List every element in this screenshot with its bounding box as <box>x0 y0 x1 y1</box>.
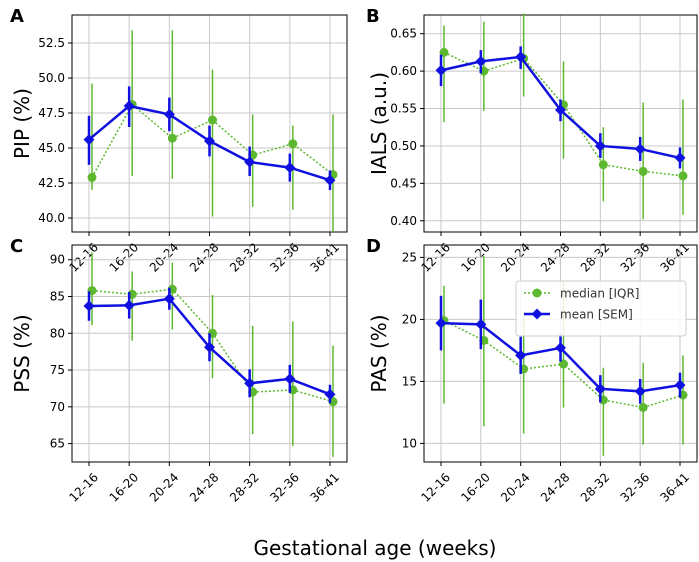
legend: median [IQR] mean [SEM] <box>515 280 687 337</box>
mean-point <box>284 373 296 385</box>
mean-point <box>324 388 336 400</box>
mean-point <box>435 317 447 329</box>
y-tick-label: 47.5 <box>38 106 65 120</box>
y-axis-title: PSS (%) <box>10 314 34 392</box>
mean-point <box>204 341 215 353</box>
median-point <box>288 139 298 149</box>
x-tick-label: 20-24 <box>147 470 182 505</box>
median-point <box>167 133 177 143</box>
x-tick-label: 24-28 <box>538 470 573 505</box>
y-tick-label: 65 <box>50 437 65 451</box>
mean-point <box>163 293 175 305</box>
y-tick-label: 52.5 <box>38 36 65 50</box>
y-tick-label: 85 <box>50 289 65 303</box>
median-point <box>598 160 608 170</box>
mean-point <box>674 152 686 164</box>
median-point <box>208 115 217 125</box>
mean-point <box>284 162 296 174</box>
mean-point <box>163 108 175 120</box>
y-tick-label: 0.40 <box>390 214 417 228</box>
mean-point <box>594 140 606 152</box>
y-tick-label: 70 <box>50 400 65 414</box>
panel-letter: D <box>366 236 381 257</box>
x-tick-label: 32-36 <box>618 470 653 505</box>
panel-d: 10 15 20 25 12-16 16-20 20-24 24-28 28-32 32-36 36… <box>366 236 698 505</box>
panel-a: 40.042.545.047.550.052.512-16 16-20 20-24 2… <box>10 6 348 275</box>
median-point <box>638 402 648 412</box>
x-tick-label: 28-32 <box>578 470 613 505</box>
y-tick-label: 0.45 <box>390 176 417 190</box>
y-tick-label: 0.65 <box>390 27 417 41</box>
x-tick-label: 20-24 <box>498 470 533 505</box>
y-tick-label: 80 <box>50 326 65 340</box>
y-tick-label: 75 <box>50 363 65 377</box>
mean-point <box>83 300 95 312</box>
y-tick-label: 25 <box>402 250 417 264</box>
mean-point <box>83 134 95 146</box>
y-axis-title: PIP (%) <box>10 88 34 159</box>
mean-point <box>435 64 447 76</box>
y-tick-label: 15 <box>402 374 417 388</box>
x-tick-label: 16-20 <box>458 470 493 505</box>
y-tick-label: 0.55 <box>390 102 417 116</box>
x-tick-label: 36-41 <box>308 470 343 505</box>
panel-letter: A <box>10 6 24 27</box>
mean-point <box>204 135 215 147</box>
mean-point <box>674 379 686 391</box>
mean-point <box>123 100 135 112</box>
mean-point <box>515 51 527 63</box>
legend-median-label: median [IQR] <box>560 287 639 301</box>
median-point <box>87 172 97 182</box>
y-tick-label: 45.0 <box>38 141 65 155</box>
mean-point <box>515 349 527 361</box>
mean-point <box>594 383 606 395</box>
mean-point <box>555 342 566 354</box>
x-tick-label: 28-32 <box>227 470 262 505</box>
mean-point <box>475 318 487 330</box>
mean-point <box>634 143 646 155</box>
x-tick-label: 16-20 <box>107 470 142 505</box>
legend-median-marker <box>532 288 542 298</box>
mean-point <box>123 299 135 311</box>
mean-point <box>475 55 487 67</box>
y-tick-label: 42.5 <box>38 176 65 190</box>
median-point <box>678 171 688 181</box>
x-tick-label: 12-16 <box>419 470 454 505</box>
y-axis-title: PAS (%) <box>367 314 391 392</box>
y-tick-label: 0.60 <box>390 64 417 78</box>
legend-mean-marker <box>531 308 543 320</box>
legend-frame <box>515 280 687 337</box>
y-tick-label: 20 <box>402 312 417 326</box>
mean-point <box>634 385 646 397</box>
median-point <box>559 359 568 369</box>
panel-c: 65 70 75 80 85 90 12-16 16-20 20-24 24-28 28-32 32-… <box>10 236 348 505</box>
y-axis-title: IALS (a.u.) <box>367 72 391 175</box>
y-tick-label: 40.0 <box>38 211 65 225</box>
x-tick-label: 24-28 <box>187 470 222 505</box>
legend-mean-label: mean [SEM] <box>560 308 633 322</box>
mean-point <box>324 174 336 186</box>
y-tick-label: 50.0 <box>38 71 65 85</box>
mean-point <box>244 156 256 168</box>
median-point <box>638 166 648 176</box>
x-tick-label: 36-41 <box>658 470 693 505</box>
mean-point <box>555 104 566 116</box>
mean-point <box>244 377 256 389</box>
y-tick-label: 0.50 <box>390 139 417 153</box>
x-axis-title: Gestational age (weeks) <box>254 536 497 560</box>
panel-letter: C <box>10 236 23 257</box>
y-tick-label: 10 <box>402 436 417 450</box>
y-tick-label: 90 <box>50 253 65 267</box>
x-tick-label: 12-16 <box>67 470 102 505</box>
panel-letter: B <box>366 6 380 27</box>
x-tick-label: 32-36 <box>267 470 302 505</box>
